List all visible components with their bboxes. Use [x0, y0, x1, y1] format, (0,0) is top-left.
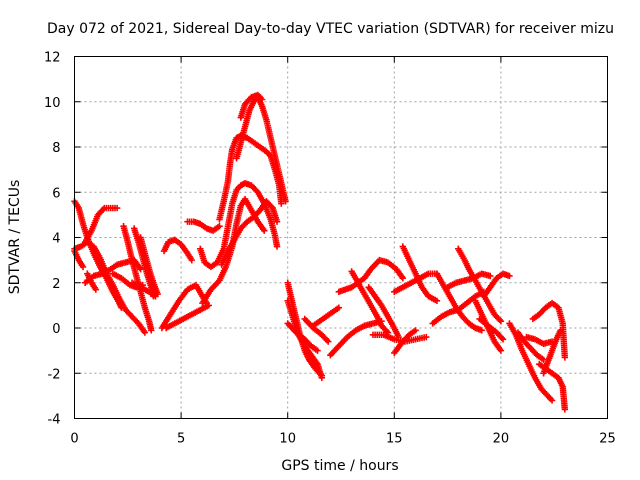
chart-title: Day 072 of 2021, Sidereal Day-to-day VTE… — [47, 21, 614, 37]
x-tick-label: 20 — [493, 432, 510, 447]
data-point — [478, 327, 485, 334]
y-tick-label: 10 — [44, 96, 61, 111]
data-point — [497, 347, 505, 354]
series-arc-b5 — [197, 180, 281, 271]
data-point — [314, 347, 321, 354]
y-tick-label: 4 — [52, 232, 60, 247]
data-point — [141, 329, 149, 336]
series-arc-a11 — [128, 279, 159, 300]
series-arc-e2 — [514, 329, 547, 363]
series-arc-c9 — [365, 284, 402, 341]
series-arc-c4 — [310, 304, 343, 329]
series-arc-c6 — [327, 318, 385, 359]
x-tick-label: 0 — [70, 432, 78, 447]
series-arc-b8 — [233, 94, 289, 205]
data-point — [487, 272, 494, 280]
data-point — [188, 256, 195, 264]
data-point — [497, 318, 505, 325]
x-tick-label: 10 — [279, 432, 296, 447]
series-arc-d7 — [476, 315, 507, 343]
y-tick-label: 6 — [52, 186, 60, 201]
series-arc-d1 — [433, 270, 485, 334]
y-tick-label: 8 — [52, 141, 60, 156]
data-point — [261, 227, 268, 234]
series-arc-c10 — [369, 331, 430, 345]
data-point — [325, 338, 332, 345]
x-tick-label: 15 — [386, 432, 403, 447]
data-point — [557, 327, 564, 334]
series-arc-a4 — [81, 204, 121, 246]
series-arc-c8 — [348, 268, 392, 336]
data-point — [561, 406, 569, 413]
data-point — [148, 327, 155, 334]
series-arc-b10 — [237, 91, 266, 121]
data-point — [282, 198, 289, 205]
y-tick-label: -2 — [48, 367, 61, 382]
data-point — [506, 272, 513, 280]
data-point — [399, 275, 407, 282]
series-arc-b1 — [160, 236, 195, 264]
y-tick-label: 0 — [52, 322, 60, 337]
y-tick-label: -4 — [48, 413, 61, 428]
series-arc-b4 — [184, 218, 223, 234]
x-axis-title: GPS time / hours — [281, 458, 398, 474]
y-tick-label: 2 — [52, 277, 60, 292]
series-arc-c12 — [391, 270, 441, 295]
series-arc-d6 — [480, 270, 513, 300]
series-arc-e6 — [523, 333, 556, 348]
data-point — [433, 297, 441, 305]
series-arc-e1 — [506, 320, 556, 404]
data-point — [273, 243, 281, 250]
data-point — [79, 263, 87, 271]
data-point — [499, 336, 507, 343]
data-point — [423, 333, 430, 341]
data-point — [335, 304, 343, 311]
data-point — [548, 338, 556, 345]
x-tick-label: 5 — [177, 432, 185, 447]
data-point — [561, 354, 569, 361]
data-point — [548, 397, 556, 404]
series-arc-c3 — [284, 320, 321, 354]
grid-layer — [74, 56, 608, 419]
series-arc-e4 — [536, 361, 569, 413]
series-arc-e5 — [540, 327, 564, 377]
series-arc-c11 — [399, 243, 441, 305]
data-point — [205, 302, 213, 309]
data-point — [318, 374, 326, 381]
data-point — [258, 96, 266, 103]
series-arc-a6 — [84, 270, 100, 293]
series-arc-b3 — [162, 302, 213, 332]
y-tick-label: 12 — [44, 51, 61, 66]
data-point — [412, 327, 419, 334]
series-arc-a10 — [137, 234, 161, 298]
x-tick-label: 25 — [599, 432, 616, 447]
series-arc-a3 — [71, 247, 87, 271]
series-arc-b9 — [218, 198, 281, 268]
data-point — [273, 218, 281, 225]
series-arc-d4 — [429, 288, 488, 327]
data-point — [152, 293, 159, 300]
y-axis-title: SDTVAR / TECUs — [7, 180, 23, 295]
series-arc-c5 — [301, 315, 332, 345]
tick-layer: 0 5 10 15 20 25 -4 -2 0 2 4 6 8 10 12 — [44, 51, 616, 447]
series-arc-c13 — [391, 327, 419, 357]
data-point — [113, 204, 121, 212]
data-point — [278, 200, 285, 207]
series-arc-a7 — [120, 222, 155, 334]
data-layer — [71, 91, 569, 413]
data-point — [216, 222, 223, 230]
data-point — [92, 286, 100, 293]
